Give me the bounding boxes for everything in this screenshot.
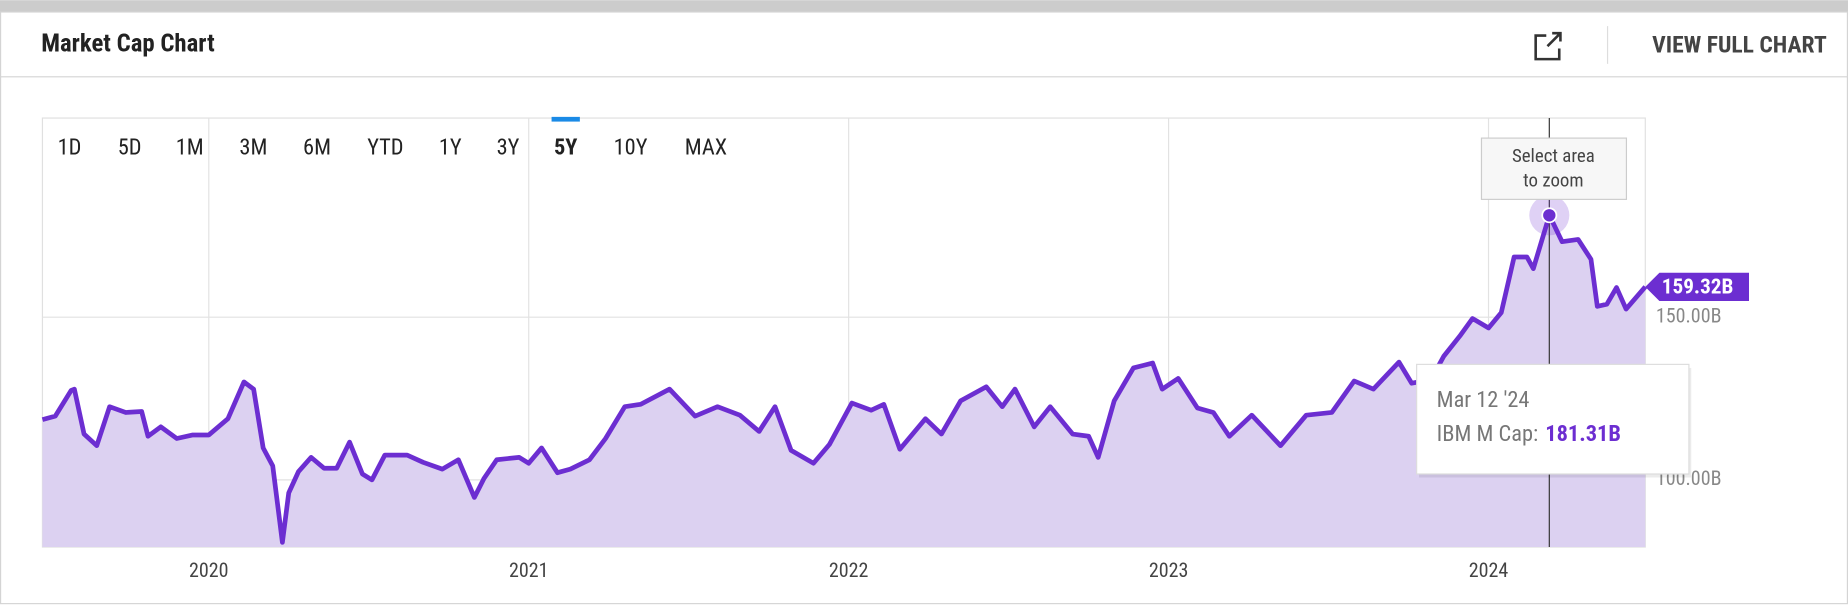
last-value-badge [1645,272,1749,301]
last-value-label: 159.32B [1662,275,1734,300]
range-button[interactable]: 5D [118,135,142,161]
tooltip-date: Mar 12 '24 [1437,387,1530,413]
range-button[interactable]: 6M [303,135,331,161]
range-button[interactable]: 5Y [554,135,577,161]
range-button[interactable]: YTD [367,135,403,161]
range-button[interactable]: MAX [685,135,727,161]
x-tick-label: 2024 [1469,558,1509,582]
zoom-hint-text: Select area [1512,145,1595,167]
tooltip-label: IBM M Cap: [1437,421,1539,447]
range-button[interactable]: 10Y [614,135,648,161]
zoom-hint-box [1480,137,1628,200]
tooltip-box [1416,363,1690,475]
range-button[interactable]: 3Y [497,135,520,161]
active-range-indicator [551,116,580,122]
zoom-hint-text: to zoom [1523,170,1583,192]
range-button[interactable]: 3M [239,135,267,161]
x-tick-label: 2021 [509,558,549,582]
tooltip-value: 181.31B [1545,421,1621,447]
area [42,215,1646,548]
x-tick-label: 2023 [1149,558,1189,582]
range-button[interactable]: 1M [176,135,204,161]
top-bar [0,0,1848,12]
x-tick-label: 2022 [829,558,869,582]
range-button[interactable]: 1Y [439,135,462,161]
header-title: Market Cap Chart [41,30,215,59]
tooltip-line: IBM M Cap: 181.31B [1437,421,1621,447]
x-tick-label: 2020 [189,558,229,582]
external-link-icon[interactable] [1534,31,1562,61]
view-full-chart[interactable]: VIEW FULL CHART [1652,30,1827,58]
y-tick-label: 150.00B [1656,303,1722,327]
hover-point [1541,207,1558,224]
range-button[interactable]: 1D [58,135,82,161]
